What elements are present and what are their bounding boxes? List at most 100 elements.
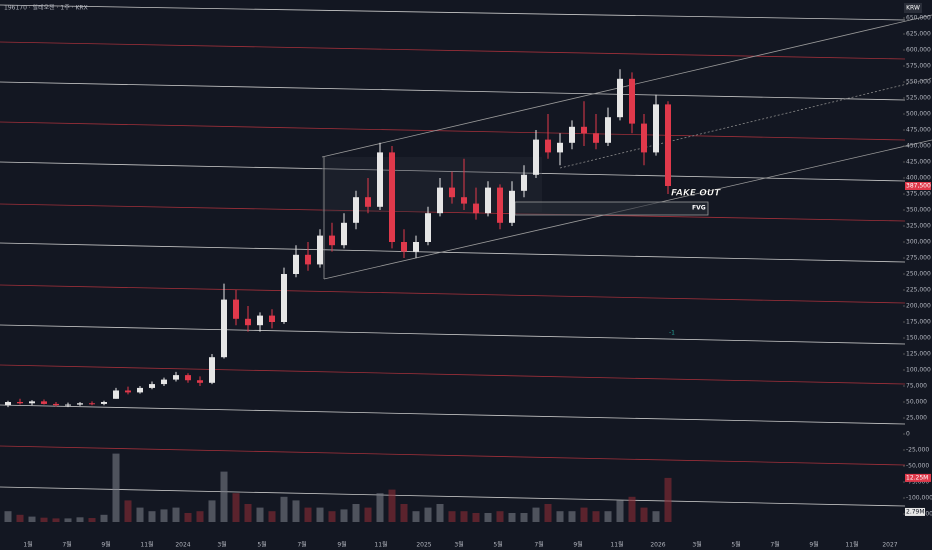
header: 196170 · 알테오젠 · 1주 · KRX bbox=[4, 4, 88, 12]
candle-body bbox=[209, 357, 215, 383]
x-tick-label: 7월 bbox=[534, 541, 543, 549]
volume-bar bbox=[148, 511, 156, 522]
y-tick-label: 375,000 bbox=[906, 191, 931, 198]
candle-body bbox=[521, 174, 527, 191]
volume-bar bbox=[280, 496, 288, 522]
candle-body bbox=[233, 299, 239, 319]
y-tick-label: 550,000 bbox=[906, 79, 931, 86]
y-tick-label: 75,000 bbox=[906, 383, 927, 390]
candle-body bbox=[173, 375, 179, 380]
volume-bar bbox=[544, 504, 552, 522]
trend-line bbox=[0, 364, 906, 385]
volume-bar bbox=[220, 471, 228, 522]
y-tick-label: 325,000 bbox=[906, 223, 931, 230]
candle-body bbox=[197, 380, 203, 383]
y-tick-label: 575,000 bbox=[906, 63, 931, 70]
volume-bar bbox=[172, 507, 180, 522]
volume-bar bbox=[616, 500, 624, 522]
volume-bar bbox=[184, 513, 192, 522]
x-tick-label: 7월 bbox=[62, 541, 71, 549]
x-tick-label: 7월 bbox=[297, 541, 306, 549]
volume-bar bbox=[76, 517, 84, 522]
candle-body bbox=[65, 404, 71, 406]
volume-bar bbox=[352, 504, 360, 522]
y-tick-label: 250,000 bbox=[906, 271, 931, 278]
volume-bar bbox=[196, 511, 204, 522]
candle-body bbox=[533, 139, 539, 175]
x-tick-label: 5월 bbox=[493, 541, 502, 549]
candle-body bbox=[89, 403, 95, 405]
y-tick-label: 50,000 bbox=[906, 399, 927, 406]
candle-body bbox=[581, 126, 587, 134]
volume-marker-label: 12.25M bbox=[906, 474, 928, 481]
volume-bar bbox=[28, 516, 36, 522]
candle-body bbox=[413, 242, 419, 252]
volume-bar bbox=[232, 493, 240, 522]
volume-bar bbox=[304, 507, 312, 522]
volume-bar bbox=[364, 507, 372, 522]
candle-body bbox=[281, 274, 287, 322]
y-tick-label: 200,000 bbox=[906, 303, 931, 310]
volume-bar bbox=[112, 453, 120, 522]
y-tick-label: 425,000 bbox=[906, 159, 931, 166]
y-tick-label: -50,000 bbox=[906, 463, 929, 470]
y-tick-label: 350,000 bbox=[906, 207, 931, 214]
x-tick-label: 9월 bbox=[101, 541, 110, 549]
volume-bar bbox=[628, 496, 636, 522]
volume-bar bbox=[64, 518, 72, 522]
candle-body bbox=[461, 197, 467, 204]
candle-body bbox=[629, 78, 635, 124]
x-tick-label: 2027 bbox=[882, 542, 897, 549]
volume-bar bbox=[328, 511, 336, 522]
candle-body bbox=[593, 133, 599, 143]
x-tick-label: 9월 bbox=[573, 541, 582, 549]
volume-bar bbox=[508, 513, 516, 522]
x-tick-label: 11월 bbox=[140, 541, 153, 549]
candle-body bbox=[305, 254, 311, 265]
volume-bar bbox=[388, 489, 396, 522]
trend-line bbox=[0, 242, 906, 263]
currency: KRW bbox=[906, 5, 920, 12]
volume-bar bbox=[136, 507, 144, 522]
candle-body bbox=[617, 78, 623, 118]
volume-axis-label: 2.79M bbox=[906, 508, 925, 515]
volume-marker bbox=[905, 473, 931, 482]
volume-bar bbox=[4, 511, 12, 522]
y-tick-label: -100,000 bbox=[906, 495, 932, 502]
candle-body bbox=[5, 402, 11, 406]
candle-body bbox=[185, 375, 191, 381]
candle-body bbox=[269, 315, 275, 322]
candle-body bbox=[425, 213, 431, 242]
volume-bar bbox=[568, 511, 576, 522]
trend-line bbox=[0, 81, 906, 101]
y-tick-label: 500,000 bbox=[906, 111, 931, 118]
candle-body bbox=[473, 203, 479, 214]
volume-bar bbox=[208, 500, 216, 522]
x-tick-label: 9월 bbox=[337, 541, 346, 549]
candle-body bbox=[389, 152, 395, 242]
volume-bar bbox=[640, 507, 648, 522]
volume-bar bbox=[376, 493, 384, 522]
volume-bar bbox=[292, 500, 300, 522]
trend-line bbox=[0, 4, 906, 21]
y-tick-label: -75,000 bbox=[906, 479, 929, 486]
candle-body bbox=[257, 315, 263, 326]
volume-bar bbox=[556, 511, 564, 522]
volume-bar bbox=[400, 504, 408, 522]
volume-bar bbox=[580, 507, 588, 522]
candle-body bbox=[641, 123, 647, 153]
y-tick-label: 150,000 bbox=[906, 335, 931, 342]
candle-body bbox=[557, 142, 563, 153]
trend-line bbox=[0, 404, 906, 425]
y-tick-label: 125,000 bbox=[906, 351, 931, 358]
y-tick-label: -25,000 bbox=[906, 447, 929, 454]
candle-body bbox=[149, 384, 155, 388]
volume-axis-marker bbox=[905, 507, 925, 516]
candle-body bbox=[497, 187, 503, 223]
volume-bar bbox=[16, 514, 24, 522]
trend-line bbox=[0, 445, 906, 466]
candle-body bbox=[437, 187, 443, 214]
x-tick-label: 2026 bbox=[650, 542, 665, 549]
volume-bar bbox=[40, 517, 48, 522]
